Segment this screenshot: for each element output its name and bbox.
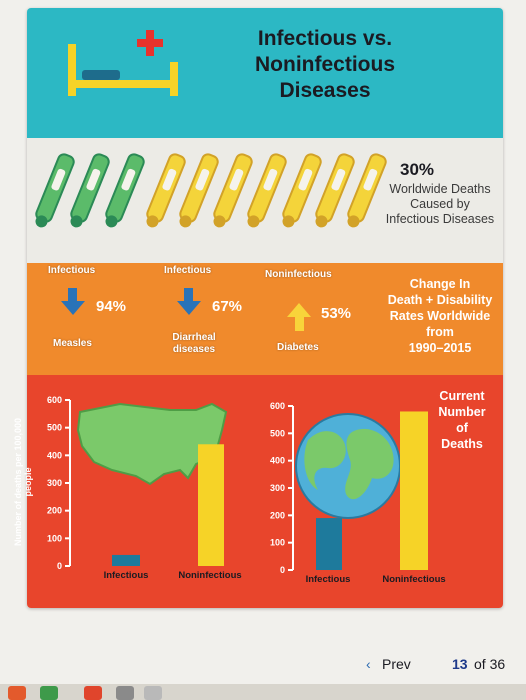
diabetes-label: Diabetes — [277, 342, 319, 353]
measles-label: Measles — [53, 338, 92, 349]
app-icon[interactable] — [144, 686, 162, 700]
prev-button[interactable]: Prev — [382, 656, 411, 672]
app-icon[interactable] — [84, 686, 102, 700]
page-total: of 36 — [474, 656, 506, 672]
up-arrow-icon — [287, 303, 311, 317]
worldwide-caption: Worldwide Deaths Caused by Infectious Di… — [385, 182, 495, 226]
y-axis-label: Number of deaths per 100,000 people — [13, 417, 33, 547]
measles-category-label: Infectious — [48, 265, 96, 276]
app-icon[interactable] — [40, 686, 58, 700]
diarrheal-category-label: Infectious — [164, 265, 212, 276]
diabetes-category-label: Noninfectious — [265, 269, 332, 280]
diabetes-percent: 53% — [321, 305, 352, 322]
app-icon[interactable] — [8, 686, 26, 700]
down-arrow-icon — [61, 301, 85, 315]
page-current: 13 — [452, 656, 468, 672]
current-deaths-title: Current Number of Deaths — [438, 389, 486, 451]
down-arrow-icon — [177, 301, 201, 315]
app-icon[interactable] — [116, 686, 134, 700]
taskbar — [0, 684, 526, 700]
worldwide-percent: 30% — [400, 160, 435, 179]
diarrheal-percent: 67% — [212, 298, 243, 315]
infographic-title: Infectious vs. Noninfectious Diseases — [255, 27, 395, 102]
down-arrow-icon — [68, 288, 77, 302]
change-panel — [27, 263, 503, 375]
measles-percent: 94% — [96, 298, 127, 315]
prev-icon[interactable]: ‹ — [366, 656, 371, 672]
down-arrow-icon — [184, 288, 193, 302]
change-title: Change In Death + Disability Rates World… — [387, 277, 493, 355]
diarrheal-label: Diarrheal diseases — [172, 332, 216, 355]
up-arrow-icon — [295, 317, 304, 331]
